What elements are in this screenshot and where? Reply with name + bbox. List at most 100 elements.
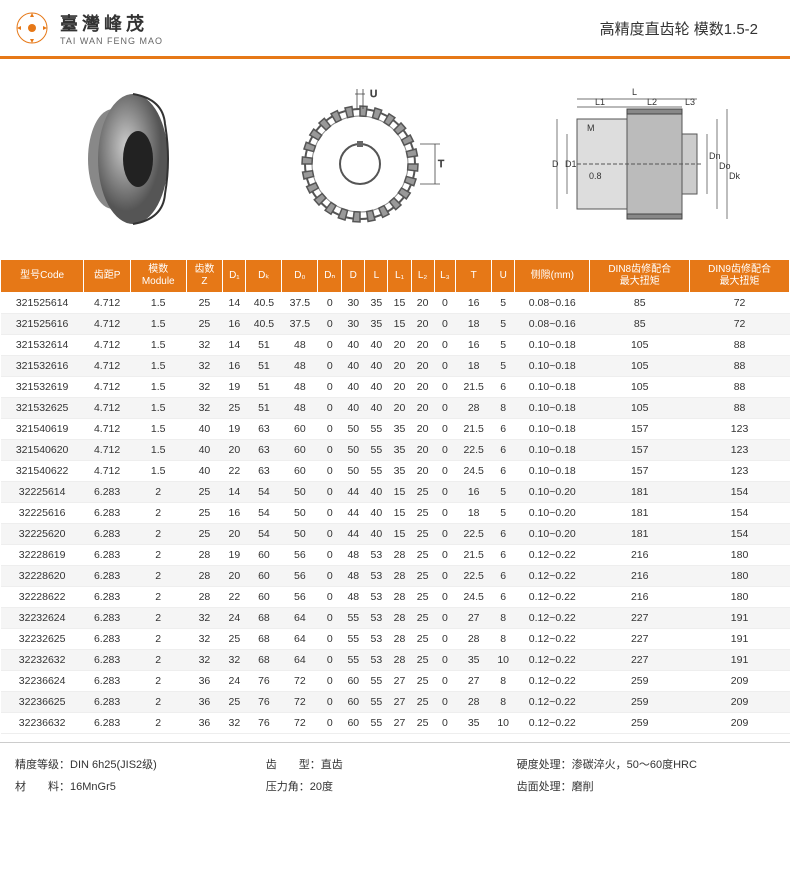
table-cell: 0.10~0.18 xyxy=(515,398,590,419)
table-cell: 40.5 xyxy=(246,314,282,335)
brand-name-cn: 臺灣峰茂 xyxy=(60,10,163,36)
table-cell: 55 xyxy=(365,419,388,440)
gear-front-diagram: U T xyxy=(270,79,450,239)
surface-value: 磨削 xyxy=(572,781,594,793)
table-cell: 25 xyxy=(411,650,434,671)
table-cell: 20 xyxy=(411,398,434,419)
table-cell: 0 xyxy=(318,692,342,713)
table-cell: 48 xyxy=(342,566,365,587)
table-cell: 18 xyxy=(456,314,492,335)
table-cell: 15 xyxy=(388,503,411,524)
table-cell: 2 xyxy=(130,629,186,650)
table-header: 型号Code齿距P模数Module齿数ZD₁DₖD₀DₙDLL₁L₂L₃TU侧隙… xyxy=(1,260,790,293)
table-cell: 0 xyxy=(318,482,342,503)
table-cell: 4.712 xyxy=(84,356,131,377)
table-cell: 24 xyxy=(223,671,246,692)
table-cell: 35 xyxy=(456,650,492,671)
table-cell: 50 xyxy=(342,419,365,440)
table-cell: 28 xyxy=(186,587,223,608)
table-cell: 32225614 xyxy=(1,482,84,503)
table-cell: 6.283 xyxy=(84,671,131,692)
table-cell: 72 xyxy=(690,314,790,335)
table-cell: 321532616 xyxy=(1,356,84,377)
table-cell: 1.5 xyxy=(130,377,186,398)
col-header: DIN8齿修配合最大扭矩 xyxy=(590,260,690,293)
table-cell: 25 xyxy=(411,692,434,713)
table-cell: 32225620 xyxy=(1,524,84,545)
label-T: T xyxy=(438,159,444,170)
table-cell: 8 xyxy=(492,692,515,713)
table-row: 322326326.283232326864055532825035100.12… xyxy=(1,650,790,671)
material-value: 16MnGr5 xyxy=(70,781,116,793)
table-cell: 28 xyxy=(388,566,411,587)
table-cell: 259 xyxy=(590,671,690,692)
table-cell: 25 xyxy=(411,482,434,503)
table-cell: 6.283 xyxy=(84,650,131,671)
table-cell: 2 xyxy=(130,482,186,503)
table-cell: 30 xyxy=(342,293,365,314)
table-cell: 209 xyxy=(690,713,790,734)
table-cell: 48 xyxy=(282,335,318,356)
table-cell: 5 xyxy=(492,314,515,335)
table-cell: 53 xyxy=(365,566,388,587)
table-cell: 1.5 xyxy=(130,314,186,335)
table-cell: 63 xyxy=(246,461,282,482)
table-cell: 32 xyxy=(186,335,223,356)
table-cell: 37.5 xyxy=(282,314,318,335)
table-cell: 0 xyxy=(434,293,456,314)
footer-pressure-angle: 压力角：20度 xyxy=(266,775,517,797)
table-cell: 88 xyxy=(690,377,790,398)
table-cell: 6 xyxy=(492,377,515,398)
table-cell: 2 xyxy=(130,524,186,545)
table-cell: 321532625 xyxy=(1,398,84,419)
table-cell: 5 xyxy=(492,293,515,314)
table-cell: 88 xyxy=(690,335,790,356)
table-cell: 321532619 xyxy=(1,377,84,398)
table-cell: 28 xyxy=(456,398,492,419)
table-cell: 6.283 xyxy=(84,692,131,713)
table-cell: 2 xyxy=(130,503,186,524)
table-cell: 24 xyxy=(223,608,246,629)
table-cell: 0.12~0.22 xyxy=(515,671,590,692)
table-cell: 191 xyxy=(690,629,790,650)
table-cell: 55 xyxy=(365,713,388,734)
table-cell: 0.12~0.22 xyxy=(515,566,590,587)
table-cell: 0 xyxy=(318,566,342,587)
table-row: 322286196.283228196056048532825021.560.1… xyxy=(1,545,790,566)
table-row: 322256166.28322516545004440152501850.10~… xyxy=(1,503,790,524)
table-cell: 321540620 xyxy=(1,440,84,461)
table-cell: 0 xyxy=(434,608,456,629)
table-row: 3215256144.7121.5251440.537.503035152001… xyxy=(1,293,790,314)
table-cell: 40 xyxy=(365,503,388,524)
table-cell: 32236624 xyxy=(1,671,84,692)
material-label: 材 料： xyxy=(15,778,70,794)
table-cell: 72 xyxy=(690,293,790,314)
table-cell: 55 xyxy=(365,692,388,713)
table-cell: 60 xyxy=(342,671,365,692)
table-cell: 15 xyxy=(388,524,411,545)
precision-value: DIN 6h25(JIS2级) xyxy=(70,759,157,771)
table-cell: 72 xyxy=(282,692,318,713)
table-cell: 0.10~0.20 xyxy=(515,524,590,545)
tooth-type-label: 齿 型： xyxy=(266,756,321,772)
table-cell: 28 xyxy=(388,545,411,566)
table-cell: 6.283 xyxy=(84,629,131,650)
table-cell: 53 xyxy=(365,545,388,566)
table-cell: 19 xyxy=(223,377,246,398)
table-cell: 5 xyxy=(492,356,515,377)
product-title: 高精度直齿轮 模数1.5-2 xyxy=(600,18,778,39)
page-header: 臺灣峰茂 TAI WAN FENG MAO 高精度直齿轮 模数1.5-2 xyxy=(0,0,790,59)
table-cell: 191 xyxy=(690,650,790,671)
footer-specs: 精度等级：DIN 6h25(JIS2级) 齿 型：直齿 硬度处理：渗碳淬火，50… xyxy=(0,742,790,807)
table-cell: 0 xyxy=(318,545,342,566)
table-cell: 180 xyxy=(690,566,790,587)
table-cell: 4.712 xyxy=(84,293,131,314)
table-cell: 25 xyxy=(411,671,434,692)
table-cell: 0.12~0.22 xyxy=(515,692,590,713)
col-header: Dₖ xyxy=(246,260,282,293)
label-Dn: Dn xyxy=(709,151,721,161)
table-cell: 6 xyxy=(492,524,515,545)
table-cell: 227 xyxy=(590,650,690,671)
table-cell: 14 xyxy=(223,335,246,356)
table-cell: 0.12~0.22 xyxy=(515,650,590,671)
